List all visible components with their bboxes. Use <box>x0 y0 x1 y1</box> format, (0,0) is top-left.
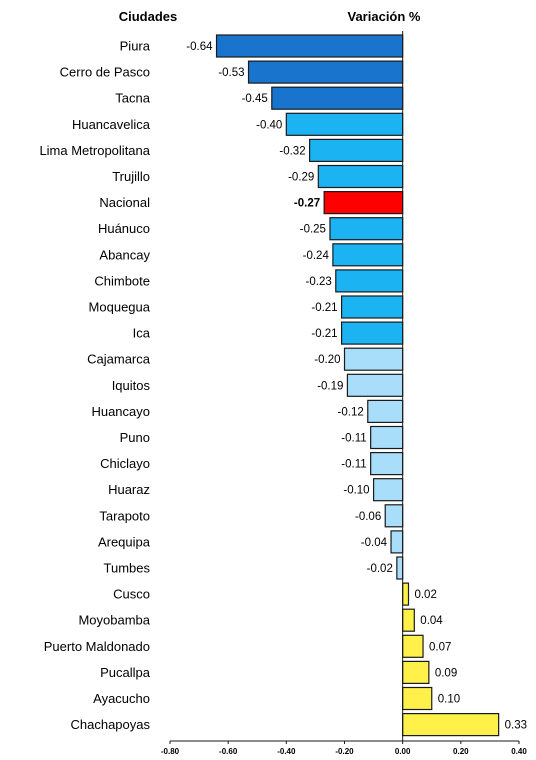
bar <box>402 712 500 737</box>
category-label: Piura <box>120 39 151 54</box>
bar <box>340 295 404 319</box>
bar <box>396 556 404 580</box>
x-tick-label: 0.00 <box>395 747 411 756</box>
bar <box>329 217 404 241</box>
category-label: Chimbote <box>94 273 150 288</box>
data-label: -0.02 <box>367 563 393 575</box>
x-tick-label: 0.40 <box>511 747 527 756</box>
category-label: Tumbes <box>104 561 151 576</box>
data-label: 0.33 <box>505 720 527 732</box>
data-label: -0.40 <box>256 119 282 131</box>
bar <box>340 321 404 345</box>
data-label: -0.12 <box>338 406 364 418</box>
data-label: -0.21 <box>311 328 337 340</box>
category-label: Tacna <box>115 91 150 106</box>
data-label: 0.04 <box>420 615 443 627</box>
x-tick-label: 0.20 <box>453 747 469 756</box>
data-label: 0.10 <box>438 694 460 706</box>
x-tick-label: -0.40 <box>277 747 296 756</box>
data-label: -0.10 <box>343 485 369 497</box>
bar <box>271 86 404 110</box>
data-label: -0.23 <box>306 276 332 288</box>
category-label: Chiclayo <box>100 456 150 471</box>
data-label: 0.07 <box>429 641 451 653</box>
category-label: Huaraz <box>108 482 150 497</box>
bar <box>402 686 433 711</box>
data-label: -0.29 <box>288 172 314 184</box>
bar <box>323 191 404 215</box>
category-label: Abancay <box>99 247 150 262</box>
category-label: Huánuco <box>98 221 150 236</box>
data-label: -0.11 <box>341 433 366 445</box>
bar <box>285 112 404 136</box>
data-label: -0.11 <box>341 459 366 471</box>
data-label: -0.53 <box>218 67 244 79</box>
category-label: Cerro de Pasco <box>60 65 150 80</box>
category-label: Puno <box>120 430 150 445</box>
bar <box>367 399 404 423</box>
data-label: -0.45 <box>242 93 268 105</box>
category-label: Huancayo <box>91 404 150 419</box>
category-label: Trujillo <box>112 169 150 184</box>
bar <box>402 582 410 606</box>
category-header: Ciudades <box>119 9 178 24</box>
data-label: -0.20 <box>314 354 340 366</box>
category-label: Cajamarca <box>87 352 151 367</box>
category-label: Cusco <box>113 587 150 602</box>
bars-group: Piura -0.64 Cerro de Pasco -0.53 Tacna -0.45 H… <box>39 34 527 737</box>
bar <box>335 269 404 293</box>
category-label: Chachapoyas <box>71 717 151 732</box>
x-axis: -0.80 -0.60 -0.40 -0.20 0.00 0.20 0.40 <box>161 31 527 756</box>
x-tick-label: -0.20 <box>335 747 354 756</box>
category-label: Iquitos <box>112 378 151 393</box>
bar <box>343 347 404 371</box>
bar <box>332 243 404 267</box>
x-tick-label: -0.80 <box>161 747 180 756</box>
bar <box>402 660 430 685</box>
data-label: -0.27 <box>294 198 320 210</box>
category-label: Ayacucho <box>93 691 150 706</box>
category-label: Moquegua <box>89 300 151 315</box>
data-label: -0.19 <box>317 380 343 392</box>
data-label: -0.06 <box>355 511 381 523</box>
data-label: -0.25 <box>300 224 326 236</box>
bar <box>402 608 415 632</box>
category-label: Tarapoto <box>99 508 150 523</box>
bar <box>370 425 404 450</box>
category-label: Nacional <box>99 195 150 210</box>
bar <box>346 373 404 397</box>
bar <box>372 478 404 502</box>
bar <box>384 504 404 528</box>
bar <box>309 138 404 162</box>
data-label: -0.24 <box>303 250 330 262</box>
category-label: Puerto Maldonado <box>44 639 150 654</box>
bar <box>215 34 404 58</box>
category-label: Pucallpa <box>100 665 151 680</box>
data-label: 0.02 <box>414 589 436 601</box>
bar <box>390 530 404 554</box>
category-label: Arequipa <box>98 534 151 549</box>
data-label: -0.21 <box>311 302 337 314</box>
data-label: -0.64 <box>186 41 213 53</box>
category-label: Lima Metropolitana <box>39 143 150 158</box>
x-tick-label: -0.60 <box>219 747 238 756</box>
category-label: Ica <box>133 326 151 341</box>
bar <box>247 60 404 84</box>
bar <box>317 164 404 189</box>
bar <box>370 452 404 476</box>
category-label: Moyobamba <box>78 613 150 628</box>
bar <box>402 634 424 658</box>
data-label: -0.32 <box>279 145 305 157</box>
category-label: Huancavelica <box>72 117 151 132</box>
value-header: Variación % <box>348 9 421 24</box>
data-label: 0.09 <box>435 667 457 679</box>
data-label: -0.04 <box>361 537 388 549</box>
